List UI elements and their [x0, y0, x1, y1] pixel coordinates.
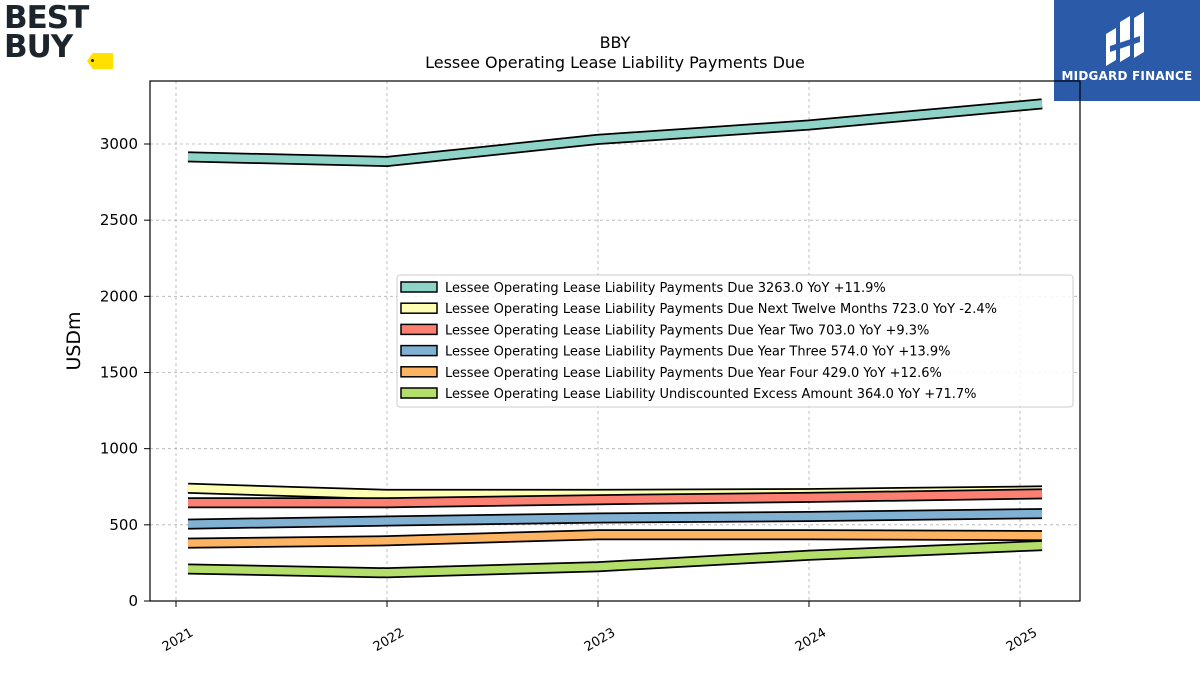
series-line [187, 530, 1043, 547]
x-tick-label: 2023 [582, 625, 618, 655]
y-axis: 0 500 1000 1500 2000 2500 3000 [100, 135, 150, 610]
logo-text-line1: BEST [4, 0, 89, 36]
legend: Lessee Operating Lease Liability Payment… [396, 274, 1074, 408]
series-line [187, 509, 1043, 528]
midgard-logo-icon [1106, 12, 1144, 66]
partner-badge: MIDGARD FINANCE [1054, 0, 1200, 101]
series-lines [187, 98, 1043, 579]
legend-entry: Lessee Operating Lease Liability Undisco… [445, 387, 976, 402]
x-tick-label: 2025 [1004, 625, 1040, 655]
y-tick-label: 2500 [100, 211, 138, 229]
legend-swatch [400, 281, 438, 293]
legend-entry: Lessee Operating Lease Liability Payment… [445, 302, 997, 317]
y-tick-label: 500 [109, 516, 138, 534]
x-tick-label: 2022 [371, 625, 407, 655]
series-line [187, 100, 1043, 166]
series-line [187, 541, 1043, 577]
legend-entry: Lessee Operating Lease Liability Payment… [445, 281, 886, 296]
x-tick-label: 2021 [160, 625, 196, 655]
series-line [188, 490, 1043, 507]
legend-entry: Lessee Operating Lease Liability Payment… [445, 345, 951, 360]
y-axis-label: USDm [63, 311, 85, 370]
chart-subtitle: Lessee Operating Lease Liability Payment… [425, 53, 805, 72]
legend-entry: Lessee Operating Lease Liability Payment… [445, 366, 942, 381]
y-tick-label: 3000 [100, 135, 138, 153]
legend-swatch [400, 344, 438, 357]
y-tick-label: 2000 [100, 287, 138, 305]
x-axis: 2021 2022 2023 2024 2025 [160, 601, 1040, 655]
x-tick-label: 2024 [793, 625, 829, 655]
price-tag-hole [91, 59, 94, 62]
price-tag-icon [87, 53, 113, 69]
best-buy-logo: BEST BUY [4, 0, 114, 70]
y-tick-label: 0 [128, 592, 138, 610]
legend-box [396, 274, 1074, 408]
legend-entry: Lessee Operating Lease Liability Payment… [445, 323, 929, 338]
logo-text-line2: BUY [4, 29, 73, 65]
legend-swatch [400, 366, 438, 378]
y-tick-label: 1000 [100, 440, 138, 458]
legend-swatch [400, 302, 438, 314]
partner-name: MIDGARD FINANCE [1061, 69, 1193, 83]
legend-swatch [400, 387, 438, 399]
y-tick-label: 1500 [100, 364, 138, 382]
chart-title: BBY [600, 33, 631, 52]
plot-frame [149, 80, 1081, 602]
legend-swatch [400, 323, 438, 336]
